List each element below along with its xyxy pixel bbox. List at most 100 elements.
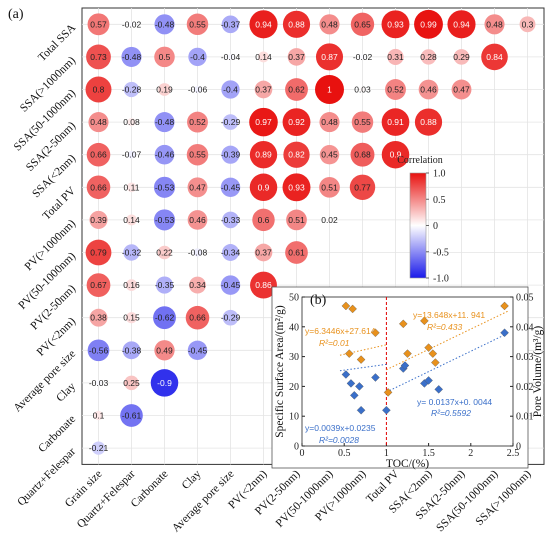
correlation-circle <box>414 9 443 39</box>
correlation-value-label: 0.11 <box>124 182 140 192</box>
correlation-value-label: 0.92 <box>288 117 305 127</box>
fit-r2-label: R²=0.5592 <box>431 408 471 418</box>
inset-x-tick-label: 2.5 <box>507 448 520 459</box>
correlation-value-label: 0.51 <box>288 215 305 225</box>
panel-a-label: (a) <box>8 7 24 22</box>
correlation-value-label: -0.21 <box>89 443 109 453</box>
correlation-circle <box>220 177 241 198</box>
inset-plot-frame <box>301 296 514 447</box>
correlation-circle <box>420 49 437 65</box>
fit-equation-label: y=13.648x+11. 941 <box>413 310 485 320</box>
correlation-circle <box>327 217 332 223</box>
correlation-value-label: -0.4 <box>190 52 205 62</box>
toc-scatter-inset: (b) 0 0.5 1 1.5 2 2.5 TOC/(%) 0 10 20 30 40 50Specifi… <box>271 286 544 470</box>
correlation-circle <box>154 46 175 68</box>
correlation-circle <box>95 380 102 386</box>
correlation-value-label: 0.47 <box>189 182 206 192</box>
heatmap-col-label: Quartz+Felespar <box>75 468 138 531</box>
correlation-circle <box>282 173 311 202</box>
correlation-value-label: 0.88 <box>288 19 305 29</box>
fit-line <box>386 310 509 371</box>
correlation-circle <box>285 241 308 264</box>
correlation-circle <box>185 305 210 330</box>
correlation-circle <box>87 339 110 362</box>
correlation-circle <box>258 51 269 63</box>
correlation-value-label: 0.97 <box>255 117 272 127</box>
scatter-point <box>348 304 357 314</box>
correlation-value-label: 0.49 <box>156 345 173 355</box>
correlation-circle <box>124 375 139 391</box>
correlation-circle <box>387 48 404 65</box>
correlation-circle <box>158 83 171 96</box>
correlation-value-label: 0.48 <box>486 19 503 29</box>
correlation-value-label: 0.84 <box>486 52 503 62</box>
inset-y-left-tick-label: 0 <box>294 442 299 453</box>
correlation-circle <box>222 114 239 130</box>
correlation-circle <box>157 245 172 260</box>
correlation-circle <box>153 306 176 330</box>
correlation-value-label: -0.07 <box>122 150 142 160</box>
correlation-circle <box>453 49 470 65</box>
correlation-value-label: 0.87 <box>321 52 338 62</box>
correlation-value-label: 0.89 <box>255 150 272 160</box>
inset-box <box>271 286 529 469</box>
correlation-value-label: -0.53 <box>155 182 175 192</box>
correlation-value-label: 0.46 <box>189 215 206 225</box>
scatter-point <box>403 349 412 358</box>
inset-y-right-tick-label: 0.01 <box>516 412 534 423</box>
correlation-circle <box>381 140 410 169</box>
correlation-circle <box>121 46 142 67</box>
correlation-circle <box>154 340 175 361</box>
correlation-circle <box>381 108 410 136</box>
correlation-value-label: -0.04 <box>221 52 241 62</box>
correlation-circle <box>120 404 143 427</box>
correlation-circle <box>222 309 239 326</box>
heatmap-row-label: SSA(>1000nm) <box>18 54 78 114</box>
correlation-value-label: 0.38 <box>90 313 107 323</box>
correlation-value-label: -0.45 <box>221 280 241 290</box>
scatter-point <box>383 388 393 397</box>
inset-y-left-tick-label: 20 <box>289 382 299 393</box>
correlation-circle <box>227 54 234 60</box>
correlation-value-label: 0.22 <box>156 248 173 258</box>
fit-equation-label: y=0.0039x+0.0235 <box>305 423 376 433</box>
correlation-value-label: 0.86 <box>255 280 272 290</box>
correlation-circle <box>221 145 240 164</box>
correlation-circle <box>319 144 340 165</box>
correlation-value-label: -0.29 <box>221 117 241 127</box>
correlation-circle <box>451 79 472 100</box>
correlation-value-label: 0.34 <box>189 280 206 290</box>
correlation-circle <box>125 279 138 291</box>
scatter-point <box>350 391 359 400</box>
correlation-value-label: 0.47 <box>453 85 470 95</box>
correlation-value-label: 0.1 <box>93 411 105 421</box>
inset-y-right-axis-label: Pore Volume/(m³/g) <box>532 326 544 418</box>
scatter-point <box>371 328 380 338</box>
correlation-circle <box>350 142 375 167</box>
correlation-value-label: 0.08 <box>123 117 140 127</box>
correlation-circle <box>360 54 365 60</box>
correlation-circle <box>187 340 208 361</box>
inset-x-tick-label: 0 <box>300 448 305 459</box>
correlation-circle <box>414 108 443 136</box>
scatter-point <box>400 361 410 370</box>
correlation-circle <box>93 410 104 421</box>
correlation-circle <box>186 143 209 166</box>
correlation-circle <box>154 112 175 133</box>
inset-x-tick-label: 1 <box>384 448 389 459</box>
inset-y-right-tick-label: 0.04 <box>516 322 534 333</box>
correlation-circle <box>91 441 106 455</box>
correlation-value-label: -0.48 <box>122 52 142 62</box>
correlation-circle <box>89 308 108 327</box>
correlation-circle <box>350 12 375 36</box>
correlation-circle <box>254 80 273 99</box>
correlation-value-label: 0.02 <box>321 215 338 225</box>
correlation-value-label: 0.3 <box>522 19 534 29</box>
correlation-circle <box>154 144 175 165</box>
scatter-point <box>341 370 351 379</box>
correlation-value-label: 0.57 <box>90 19 107 29</box>
correlation-value-label: -0.02 <box>122 19 142 29</box>
correlation-value-label: 0.55 <box>189 19 206 29</box>
correlation-circle <box>86 142 111 167</box>
